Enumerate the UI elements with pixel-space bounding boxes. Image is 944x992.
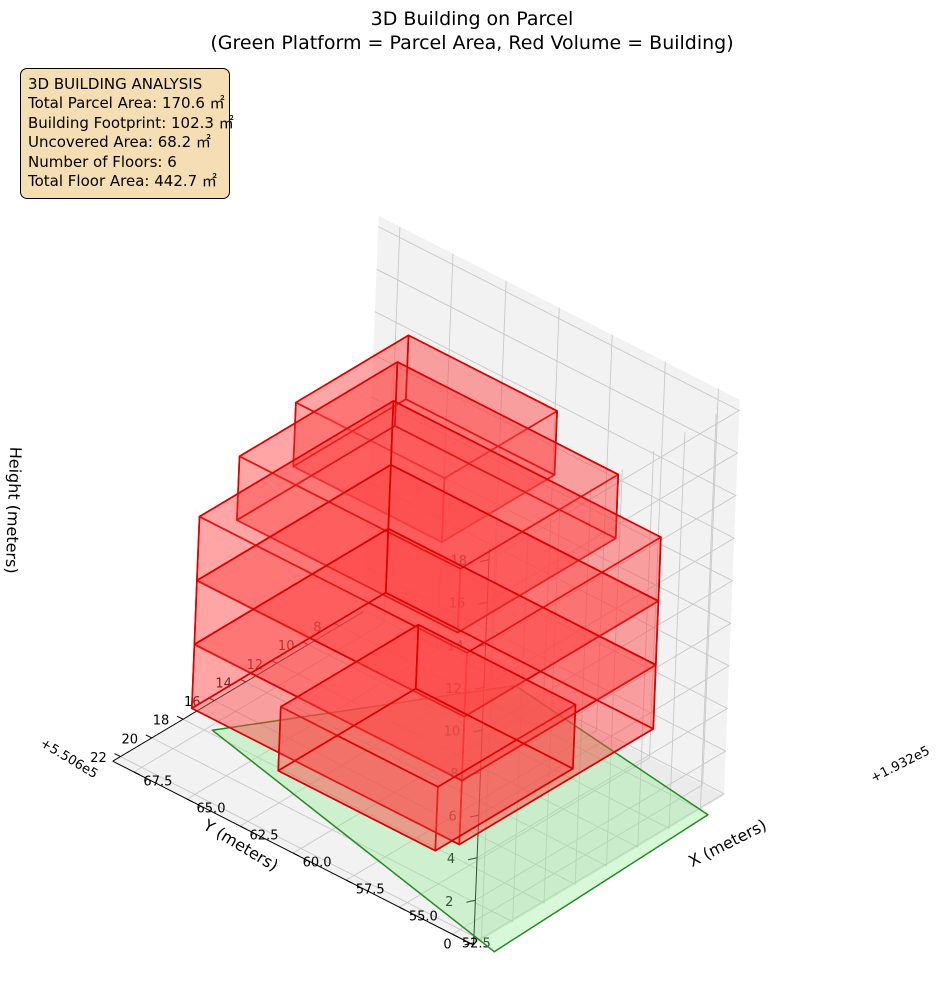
z-gridline-0 [362,609,725,944]
x-gridline-2 [345,334,613,881]
z-gridline-9 [378,226,741,560]
x-tick-3 [292,852,300,857]
x-tick-2 [345,879,353,884]
building-volume-group [191,334,662,852]
z-tick-5 [473,729,483,733]
z-tick-label-4: 8 [450,767,458,782]
z-tick-2 [467,857,478,861]
x-gridline-0 [452,388,719,935]
y-gridline-1 [307,432,686,830]
y-tick-5 [176,715,184,720]
z-tick-label-5: 10 [444,725,461,740]
floor-5-face-ymin [394,361,620,540]
y-gridline-6 [151,525,529,923]
info-uncovered-area: Uncovered Area: 68.2 ㎡ [28,133,211,152]
info-parcel-area: Total Parcel Area: 170.6 ㎡ [28,94,225,113]
z-tick-1 [466,899,476,903]
x-tick-label-4: 62.5 [250,829,279,844]
z-gridline-8 [376,268,739,603]
z-gridline-3 [367,481,730,816]
building-analysis-box: 3D BUILDING ANALYSIS Total Parcel Area: … [20,68,234,199]
z-tick-0 [464,942,474,946]
x-tick-1 [399,906,406,911]
y-tick-label-7: 22 [90,751,107,766]
z-tick-label-0: 0 [443,937,451,952]
x-tick-0 [452,933,459,938]
z-axis-label: Height (meters) [2,446,25,574]
info-footprint: Building Footprint: 102.3 ㎡ [28,113,234,132]
x-tick-6 [133,771,141,776]
z-tick-label-8: 16 [449,597,466,612]
z-tick-3 [469,814,479,818]
z-tick-9 [479,559,490,563]
floor-4-face-ymin [390,400,662,602]
y-tick-label-6: 20 [122,732,139,747]
x-gridline-4 [239,280,507,827]
y-gridline-4 [214,488,592,886]
axes-lines: 52.555.057.560.062.565.067.5810121416182… [90,548,491,952]
y-gridline-5 [182,506,561,904]
y-gridline-2 [276,450,655,848]
x-tick-label-2: 57.5 [356,883,385,898]
z-tick-label-6: 12 [445,682,462,697]
z-tick-label-2: 4 [447,852,455,867]
x-tick-5 [186,798,194,803]
x-gridline-1 [399,361,666,908]
x-tick-label-1: 55.0 [409,910,438,925]
z-gridline-2 [366,524,729,859]
y-tick-label-0: 8 [313,620,321,635]
x-gridline-5 [186,253,454,800]
x-tick-label-5: 65.0 [197,802,226,817]
z-tick-8 [478,601,488,605]
z-gridline-7 [374,311,737,646]
y-axis-line [112,611,364,762]
z-gridline-4 [369,439,732,773]
x-tick-label-3: 60.0 [303,856,332,871]
z-gridline-6 [372,353,736,688]
info-floor-count: Number of Floors: 6 [28,152,177,171]
x-axis-label: X (meters) [685,815,769,871]
info-heading: 3D BUILDING ANALYSIS [28,75,203,93]
y-tick-label-5: 18 [153,714,170,729]
z-tick-label-1: 2 [445,895,453,910]
y-gridline-3 [245,469,623,867]
chart-title-line1: 3D Building on Parcel [371,8,574,30]
y-tick-6 [145,734,153,739]
y-gridline-7 [120,544,498,942]
info-total-floor-area: Total Floor Area: 442.7 ㎡ [28,172,217,191]
z-gridline-5 [371,396,734,731]
floor-1-face-ymin [414,623,577,770]
y-tick-7 [114,753,121,758]
x-tick-label-0: 52.5 [462,937,491,952]
z-tick-6 [474,686,485,690]
x-gridline-6 [133,226,401,773]
z-tick-label-3: 6 [449,810,457,825]
x-offset-label: +1.932e5 [868,744,932,787]
z-gridline-1 [364,566,727,901]
x-tick-label-6: 67.5 [143,775,172,790]
x-tick-4 [239,825,247,830]
chart-title-line2: (Green Platform = Parcel Area, Red Volum… [210,32,733,54]
